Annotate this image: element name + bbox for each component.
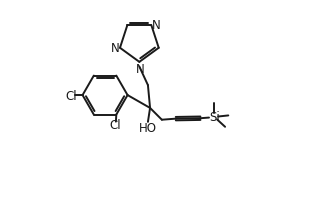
Text: N: N bbox=[135, 62, 144, 75]
Text: Cl: Cl bbox=[65, 89, 76, 102]
Text: Cl: Cl bbox=[110, 119, 121, 132]
Text: N: N bbox=[152, 19, 160, 32]
Text: Si: Si bbox=[209, 110, 220, 123]
Text: N: N bbox=[111, 42, 120, 55]
Text: HO: HO bbox=[139, 122, 157, 135]
